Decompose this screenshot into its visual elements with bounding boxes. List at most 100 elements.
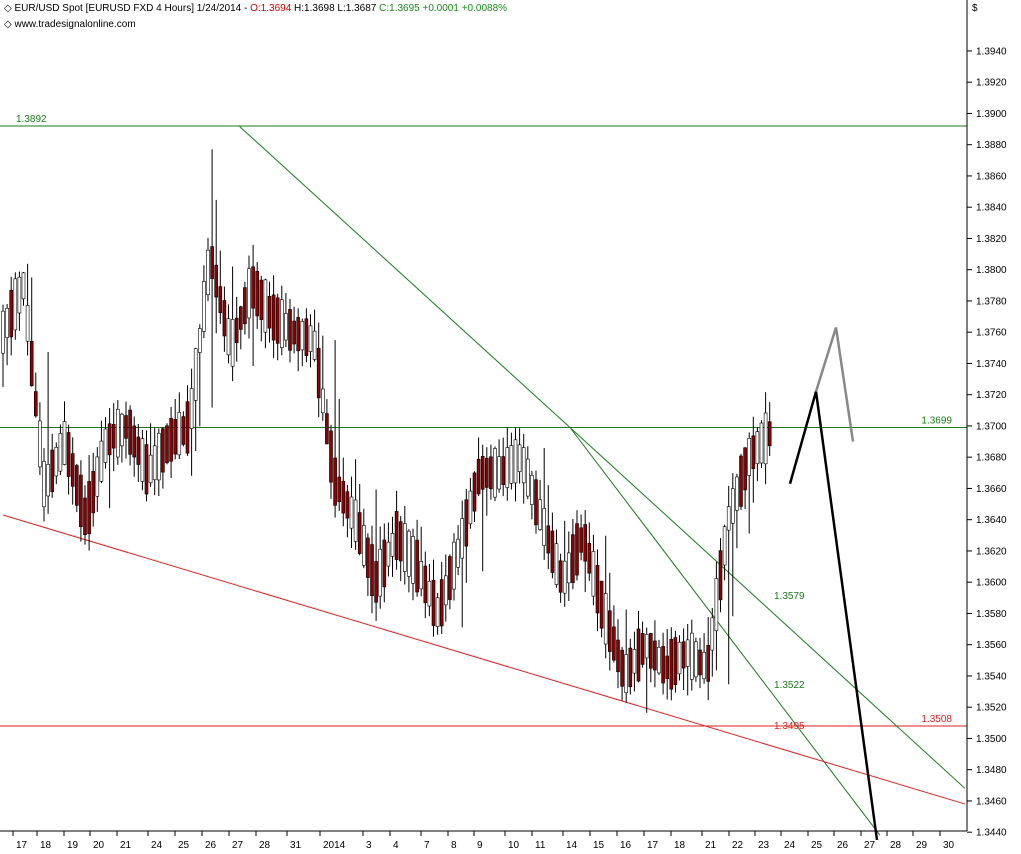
x-tick-label: 26 [837, 840, 849, 851]
candle-body [657, 646, 661, 674]
candle-body [169, 418, 173, 462]
candle-body [214, 264, 218, 298]
y-tick-label: 1.3900 [976, 109, 1007, 120]
candle-body [83, 497, 87, 535]
candle-body [730, 488, 735, 524]
candle-body [554, 543, 559, 585]
candle-body [33, 391, 38, 417]
x-tick-label: 30 [943, 840, 955, 851]
x-tick-label: 24 [784, 840, 796, 851]
candle-body [198, 328, 202, 353]
y-tick-label: 1.3940 [976, 46, 1007, 57]
candle-body [202, 281, 206, 332]
candle-body [497, 456, 501, 490]
x-tick-label: 25 [811, 840, 823, 851]
x-tick-label: 10 [508, 840, 520, 851]
trendlines: 1.3579 1.3522 1.3495 [2, 125, 966, 836]
trendline [569, 427, 966, 789]
x-tick-label: 29 [916, 840, 928, 851]
candle-body [378, 548, 383, 597]
candle-body [157, 432, 161, 481]
candle-body [542, 508, 547, 546]
x-tick-label: 16 [620, 840, 632, 851]
candle-body [292, 320, 296, 345]
candle-body [329, 430, 333, 483]
candle-body [587, 543, 592, 574]
candle-body [361, 525, 366, 566]
candle-body [357, 512, 362, 554]
candle-body [91, 471, 95, 514]
candle-body [185, 401, 190, 454]
candle-body [415, 539, 419, 593]
open-value: O:1.3694 [250, 3, 292, 14]
y-tick-label: 1.3740 [976, 359, 1007, 370]
candle-body [661, 646, 665, 684]
x-tick-label: 28 [890, 840, 902, 851]
candle-body [50, 449, 55, 493]
candle-body [255, 271, 259, 317]
candle-body [423, 565, 428, 604]
candle-body [247, 268, 251, 319]
candle-body [710, 617, 715, 651]
candle-body [624, 654, 629, 694]
candle-body [17, 276, 22, 314]
candle-body [148, 454, 153, 484]
candle-body [439, 579, 444, 627]
trendline-label: 1.3522 [774, 680, 805, 691]
candle-body [435, 597, 440, 627]
candle-body [54, 446, 59, 477]
y-tick-label: 1.3500 [976, 734, 1007, 745]
candle-body [493, 448, 497, 498]
y-tick-label: 1.3840 [976, 203, 1007, 214]
x-tick-label: 28 [259, 840, 271, 851]
candle-body [70, 453, 75, 487]
candle-body [316, 347, 321, 399]
trendline-label: 1.3579 [774, 591, 805, 602]
candle-body [349, 496, 354, 529]
candle-body [644, 634, 649, 659]
candle-body [632, 649, 637, 674]
candle-body [189, 388, 194, 429]
y-tick-label: 1.3880 [976, 140, 1007, 151]
x-tick-label: 27 [864, 840, 876, 851]
x-tick-label: 3 [366, 840, 372, 851]
candle-body [95, 456, 100, 497]
candle-body [38, 420, 42, 468]
candle-body [726, 506, 731, 531]
y-tick-label: 1.3660 [976, 484, 1007, 495]
x-tick-label: 18 [40, 840, 52, 851]
candle-body [468, 490, 473, 525]
candle-body [460, 518, 465, 559]
candle-body [320, 388, 325, 414]
candle-body [566, 552, 571, 584]
candle-body [620, 649, 624, 687]
level-label: 1.3699 [921, 416, 952, 427]
projections [788, 327, 879, 841]
y-tick-label: 1.3620 [976, 546, 1007, 557]
candle-body [714, 578, 719, 632]
candle-body [607, 610, 612, 652]
candle-body [636, 628, 641, 682]
candle-body [140, 438, 145, 482]
y-tick-label: 1.3460 [976, 796, 1007, 807]
candle-body [13, 278, 18, 331]
candle-body [337, 476, 342, 503]
candle-body [534, 479, 538, 526]
candle-body [345, 491, 350, 519]
y-tick-label: 1.3780 [976, 296, 1007, 307]
x-tick-label: 26 [205, 840, 217, 851]
candle-body [517, 444, 522, 473]
candle-body [103, 428, 108, 463]
candle-body [698, 649, 702, 676]
x-tick-label: 8 [451, 840, 457, 851]
candle-body [5, 307, 9, 338]
y-tick-label: 1.3720 [976, 390, 1007, 401]
y-tick-label: 1.3540 [976, 671, 1007, 682]
candle-body [21, 272, 26, 300]
y-tick-label: 1.3600 [976, 578, 1007, 589]
candle-body [29, 340, 34, 387]
candle-body [107, 423, 112, 456]
candle-body [99, 440, 104, 482]
candle-body [218, 286, 223, 314]
candle-body [640, 633, 645, 665]
